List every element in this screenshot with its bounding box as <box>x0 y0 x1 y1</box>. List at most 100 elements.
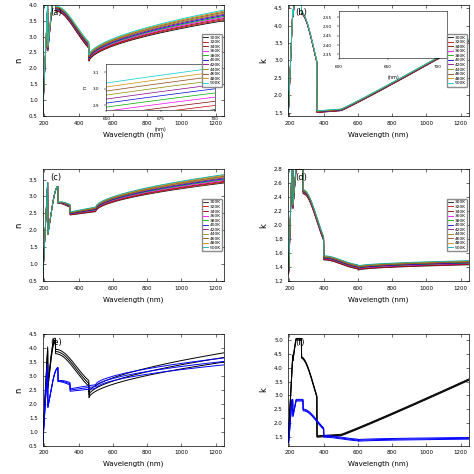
Line: 300K: 300K <box>288 170 469 274</box>
400K <box>391 262 396 268</box>
460K <box>401 261 406 266</box>
Line: 500K: 500K <box>43 174 224 281</box>
500K <box>146 24 151 30</box>
360K <box>401 263 406 268</box>
440K <box>51 195 56 201</box>
340K <box>466 261 472 267</box>
340K <box>289 166 295 172</box>
320K <box>53 0 58 1</box>
Line: 500K: 500K <box>288 165 469 270</box>
440K <box>401 74 406 80</box>
380K <box>150 188 155 193</box>
320K <box>285 111 291 117</box>
440K <box>196 178 202 183</box>
500K <box>196 12 202 18</box>
380K <box>395 77 401 83</box>
400K <box>285 269 291 274</box>
Line: 380K: 380K <box>43 0 224 114</box>
440K <box>466 259 472 264</box>
320K <box>146 32 151 38</box>
420K <box>177 182 183 187</box>
340K <box>177 184 183 190</box>
500K <box>177 179 183 184</box>
300K <box>296 167 302 173</box>
380K <box>395 263 401 268</box>
Text: (c): (c) <box>50 173 61 182</box>
320K <box>466 262 472 267</box>
340K <box>40 112 46 118</box>
400K <box>441 52 447 57</box>
Line: 300K: 300K <box>43 0 224 116</box>
Text: (e): (e) <box>50 337 62 346</box>
380K <box>391 263 396 268</box>
480K <box>285 267 291 273</box>
420K <box>466 259 472 265</box>
Line: 400K: 400K <box>288 0 469 113</box>
300K <box>155 30 161 36</box>
Line: 480K: 480K <box>43 175 224 281</box>
480K <box>150 184 155 190</box>
480K <box>395 77 401 82</box>
360K <box>466 38 472 44</box>
440K <box>221 10 227 16</box>
380K <box>196 18 202 24</box>
320K <box>51 195 56 201</box>
300K <box>146 33 151 38</box>
380K <box>40 278 46 283</box>
440K <box>150 26 156 31</box>
X-axis label: Wavelength (nm): Wavelength (nm) <box>103 461 164 467</box>
360K <box>441 261 447 267</box>
300K <box>441 53 447 58</box>
Line: 380K: 380K <box>288 0 469 114</box>
Line: 320K: 320K <box>288 169 469 273</box>
420K <box>395 77 401 83</box>
Line: 480K: 480K <box>288 166 469 270</box>
320K <box>40 113 46 118</box>
360K <box>150 29 156 35</box>
300K <box>441 263 447 268</box>
340K <box>51 195 56 201</box>
460K <box>395 77 401 82</box>
Line: 400K: 400K <box>43 179 224 281</box>
440K <box>289 164 295 169</box>
440K <box>423 62 428 67</box>
460K <box>150 185 155 191</box>
480K <box>296 163 302 169</box>
400K <box>423 62 428 68</box>
460K <box>221 173 227 179</box>
460K <box>150 25 156 30</box>
380K <box>285 111 291 117</box>
500K <box>221 172 227 177</box>
340K <box>150 30 156 36</box>
340K <box>466 38 472 44</box>
Y-axis label: n: n <box>15 222 24 228</box>
Line: 460K: 460K <box>288 166 469 271</box>
X-axis label: Wavelength (nm): Wavelength (nm) <box>103 296 164 303</box>
480K <box>196 176 202 182</box>
420K <box>466 37 472 43</box>
300K <box>155 190 161 195</box>
320K <box>289 166 295 172</box>
Line: 340K: 340K <box>288 0 469 114</box>
Line: 420K: 420K <box>43 0 224 114</box>
380K <box>51 195 56 201</box>
300K <box>51 193 57 199</box>
420K <box>146 28 151 34</box>
300K <box>391 264 396 270</box>
300K <box>40 113 46 119</box>
500K <box>441 51 447 56</box>
320K <box>285 271 291 276</box>
340K <box>40 278 46 283</box>
360K <box>395 263 401 269</box>
480K <box>401 260 406 266</box>
420K <box>391 80 396 85</box>
460K <box>155 23 161 29</box>
420K <box>296 164 302 170</box>
300K <box>196 183 202 189</box>
340K <box>196 20 202 26</box>
480K <box>401 73 406 79</box>
300K <box>285 271 291 277</box>
380K <box>391 80 396 86</box>
300K <box>395 78 401 84</box>
300K <box>51 0 56 2</box>
